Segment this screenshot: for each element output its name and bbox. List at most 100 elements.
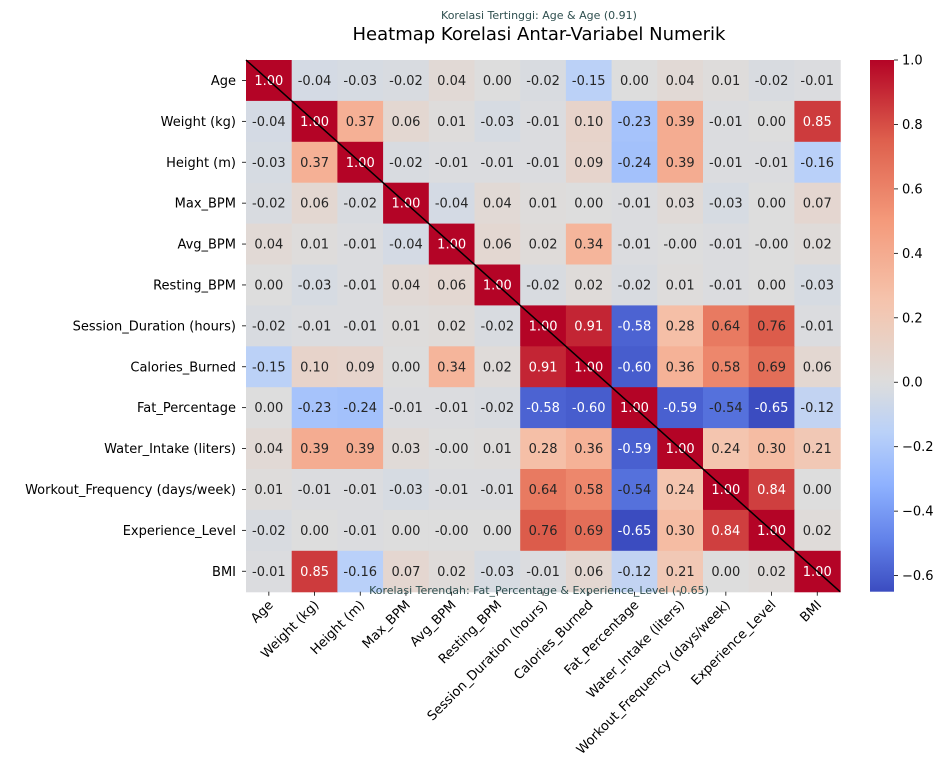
heatmap-cell	[246, 182, 293, 225]
heatmap-cell-label: 0.84	[757, 483, 786, 498]
heatmap-cell	[703, 141, 750, 184]
heatmap-cell-label: 0.04	[391, 278, 420, 293]
heatmap-cell	[703, 387, 750, 429]
heatmap-cell	[383, 141, 430, 184]
colorbar-tick-label: 0.2	[902, 311, 923, 326]
heatmap-cell-label: 0.28	[666, 319, 695, 334]
heatmap-cell	[748, 387, 795, 429]
heatmap-cell	[657, 305, 704, 347]
heatmap-cell-label: 0.02	[574, 278, 603, 293]
heatmap-cell-label: 0.37	[346, 115, 375, 130]
heatmap-cell	[611, 346, 658, 388]
heatmap-cell-label: 0.36	[666, 360, 695, 375]
heatmap-cell	[428, 346, 476, 388]
heatmap-cell	[565, 469, 613, 511]
heatmap-cell	[565, 60, 613, 102]
heatmap-cell	[794, 223, 841, 266]
heatmap-cell-label: 0.07	[803, 197, 832, 212]
heatmap-cell	[520, 141, 567, 184]
heatmap-cell	[520, 100, 567, 143]
heatmap-cell-label: -0.01	[481, 156, 515, 171]
colorbar-tick-label: −0.4	[902, 505, 934, 520]
heatmap-cell-label: 0.36	[574, 442, 603, 457]
heatmap-cell	[337, 223, 384, 266]
heatmap-cell	[383, 428, 430, 470]
heatmap-cell	[383, 223, 430, 266]
x-tick-label: BMI	[798, 598, 826, 626]
x-tick-label: Age	[248, 598, 276, 626]
heatmap-cell-label: -0.02	[481, 319, 515, 334]
heatmap-cell-label: 0.58	[574, 483, 603, 498]
heatmap-cell	[291, 550, 338, 593]
heatmap-cell	[748, 305, 795, 347]
heatmap-cell	[611, 305, 658, 347]
heatmap-cell	[703, 60, 750, 102]
heatmap-cell	[428, 100, 476, 143]
heatmap-cell	[428, 428, 476, 470]
heatmap-cell	[337, 509, 384, 552]
chart-subtitle: Korelasi Tertinggi: Age & Age (0.91)	[441, 9, 637, 22]
heatmap-cell-label: 0.85	[300, 565, 329, 580]
heatmap-cell-label: -0.60	[572, 401, 606, 416]
heatmap-cell	[748, 428, 795, 470]
lowest-correlation-note: Korelasi Terendah: Fat_Percentage & Expe…	[369, 584, 709, 597]
heatmap-cell	[246, 469, 293, 511]
heatmap-cell	[748, 182, 795, 225]
heatmap-cell	[474, 141, 521, 184]
heatmap-cell	[657, 100, 704, 143]
heatmap-cell-label: 0.91	[529, 360, 558, 375]
heatmap-cell	[337, 100, 384, 143]
heatmap-cell	[794, 387, 841, 429]
heatmap-cell-label: 0.34	[574, 238, 603, 253]
heatmap-cell	[703, 550, 750, 593]
heatmap-cell-label: -0.02	[618, 278, 652, 293]
heatmap-cell-label: 0.04	[254, 442, 283, 457]
heatmap-cell	[748, 469, 795, 511]
heatmap-cell-label: -0.01	[343, 524, 377, 539]
heatmap-cell	[246, 387, 293, 429]
heatmap-cell	[657, 387, 704, 429]
heatmap-cell	[428, 387, 476, 429]
heatmap-cell	[291, 264, 338, 306]
heatmap-cell	[474, 223, 521, 266]
heatmap-cell-label: -0.03	[252, 156, 286, 171]
heatmap-cell-label: 0.00	[620, 74, 649, 89]
y-tick-label: Calories_Burned	[130, 360, 236, 375]
heatmap-cell-label: 0.06	[483, 238, 512, 253]
heatmap-cell	[383, 100, 430, 143]
y-tick-label: Water_Intake (liters)	[104, 442, 236, 457]
heatmap-cell	[565, 264, 613, 306]
heatmap-cell	[794, 428, 841, 470]
heatmap-cell	[428, 305, 476, 347]
heatmap-cell	[748, 100, 795, 143]
heatmap-cell	[657, 509, 704, 552]
diagonal-line	[245, 59, 841, 593]
heatmap-cell	[337, 60, 384, 102]
heatmap-cell-label: 0.01	[711, 74, 740, 89]
heatmap-cell	[474, 509, 521, 552]
heatmap-cell-label: -0.02	[755, 74, 789, 89]
heatmap-cell-label: -0.59	[618, 442, 652, 457]
heatmap-cell	[748, 550, 795, 593]
heatmap-cell-label: -0.03	[481, 565, 515, 580]
heatmap-cell-label: -0.04	[252, 115, 286, 130]
heatmap-cell-label: 0.39	[346, 442, 375, 457]
heatmap-cell	[246, 305, 293, 347]
heatmap-cell-label: 0.34	[437, 360, 466, 375]
heatmap-cell-label: 0.39	[666, 156, 695, 171]
heatmap-cell	[291, 305, 338, 347]
heatmap-cell-label: -0.03	[389, 483, 423, 498]
heatmap-cell	[246, 346, 293, 388]
heatmap-cell	[291, 387, 338, 429]
y-axis-labels: Age Weight (kg) Height (m) Max_BPM Avg_BPM Re…	[25, 74, 246, 580]
heatmap-cell-label: -0.60	[618, 360, 652, 375]
heatmap-cell	[474, 428, 521, 470]
heatmap-cell	[383, 264, 430, 306]
x-tick-label: Max_BPM	[360, 598, 414, 652]
chart-title: Heatmap Korelasi Antar-Variabel Numerik	[353, 24, 727, 45]
heatmap-cell-label: -0.01	[618, 197, 652, 212]
y-tick-label: Fat_Percentage	[137, 401, 236, 416]
heatmap-cell-label: -0.59	[663, 401, 697, 416]
heatmap-cell	[520, 550, 567, 593]
